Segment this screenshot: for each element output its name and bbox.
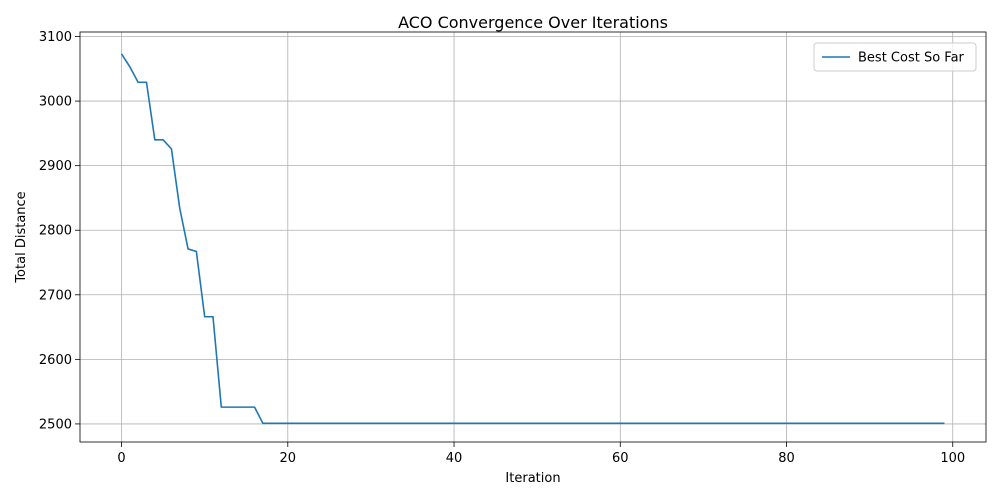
y-tick-label: 2900 [39,159,72,174]
y-axis: 2500 2600 2700 2800 2900 3000 3100 [39,30,80,432]
series-line [120,53,945,425]
x-tick-label: 20 [280,451,297,466]
legend: Best Cost So Far [813,42,977,72]
x-tick-label: 60 [612,451,629,466]
chart-title: ACO Convergence Over Iterations [398,13,668,32]
x-tick-label: 100 [940,451,965,466]
y-tick-label: 3000 [39,95,72,110]
legend-box [813,42,977,72]
plot-frame [79,31,987,443]
y-tick-label: 2700 [39,288,72,303]
x-tick-label: 80 [778,451,795,466]
y-tick-label: 2600 [39,353,72,368]
y-tick-label: 2500 [39,417,72,432]
x-axis-label: Iteration [505,471,560,486]
grid [80,32,986,442]
y-tick-label: 3100 [39,30,72,45]
x-tick-label: 0 [117,451,125,466]
legend-label: Best Cost So Far [858,51,965,66]
series-layer [120,53,945,425]
y-tick-label: 2800 [39,224,72,239]
x-tick-label: 40 [446,451,463,466]
x-axis: 0 20 40 60 80 100 [117,442,965,466]
y-axis-label: Total Distance [14,191,29,283]
